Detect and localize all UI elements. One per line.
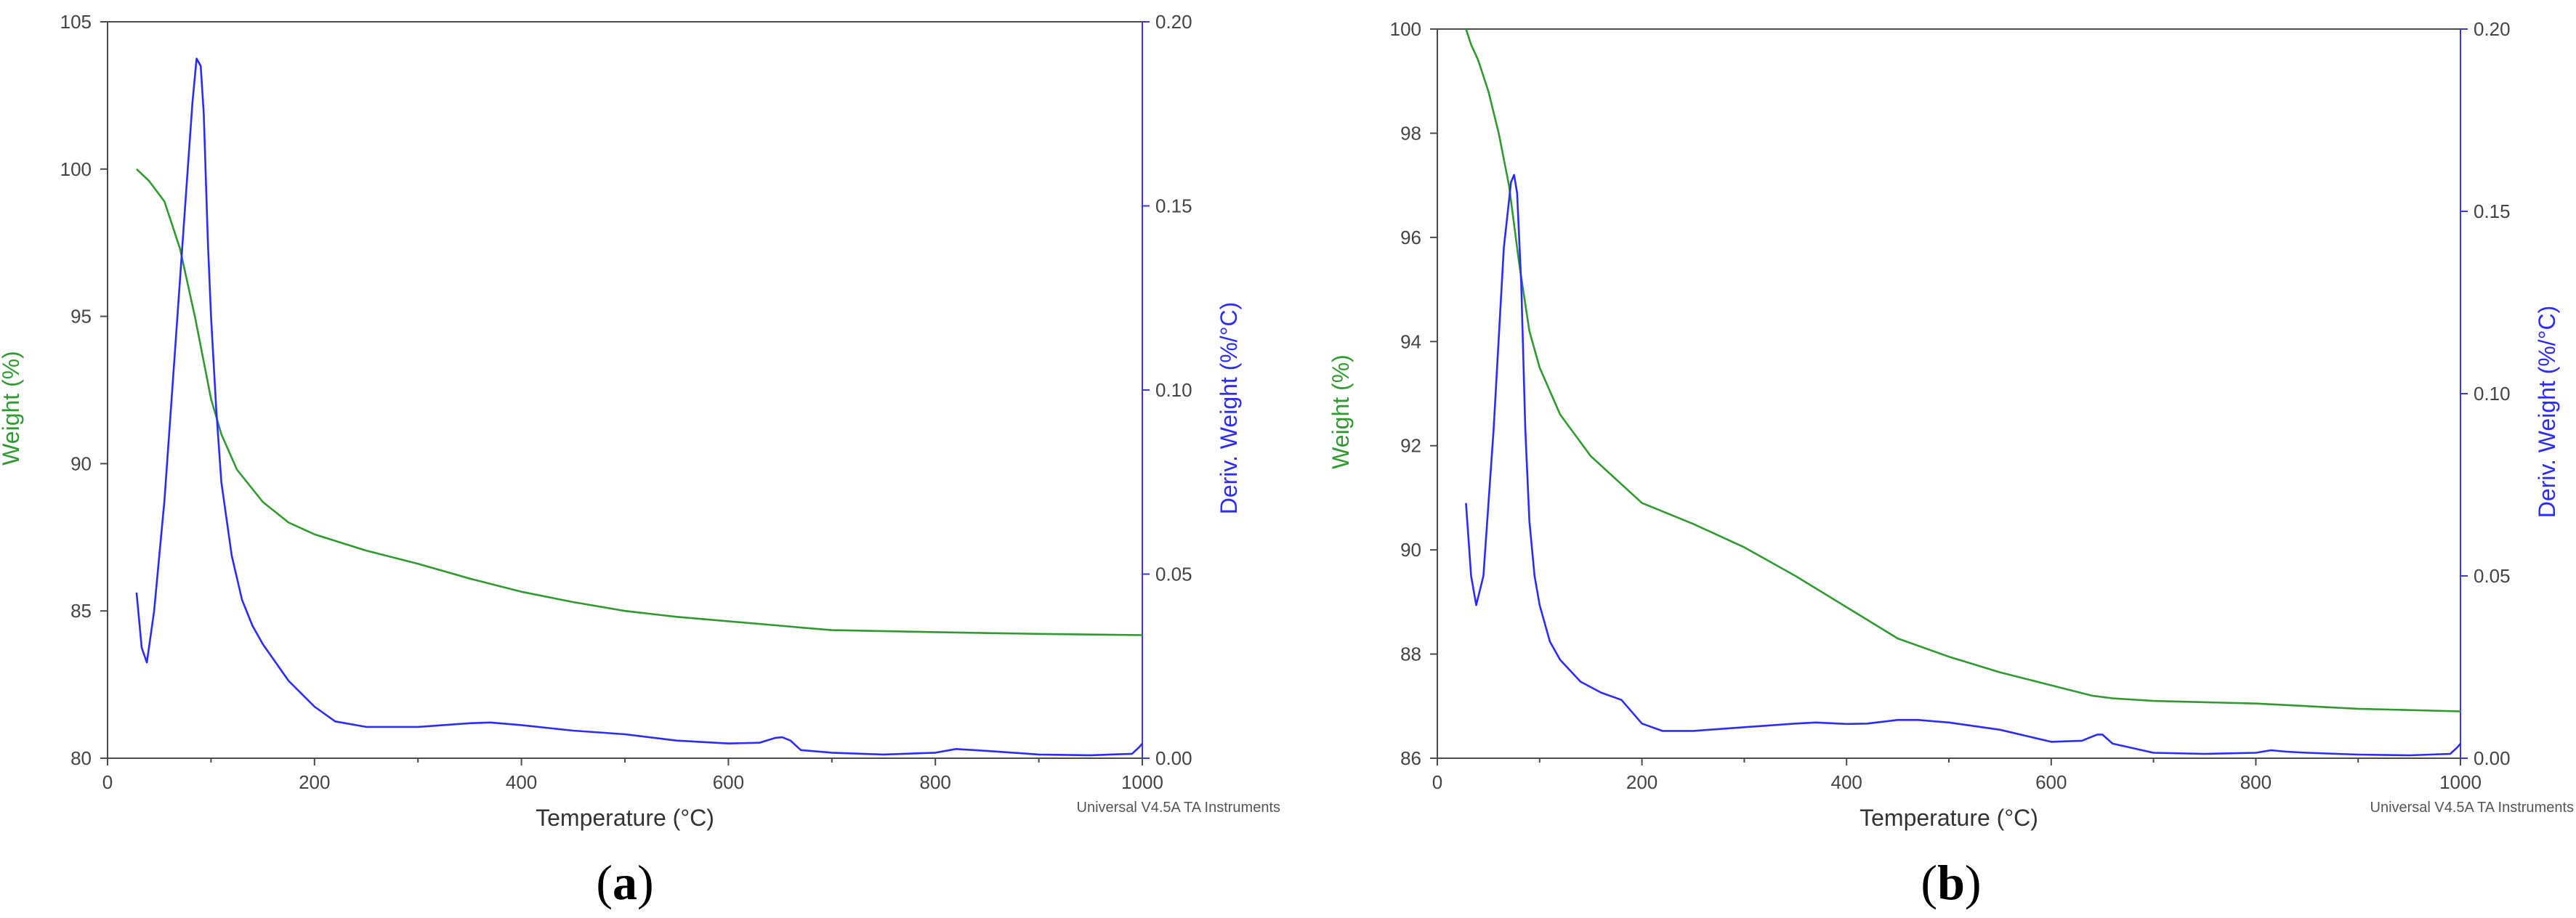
right-y-tick-label: 0.20 [2474,18,2511,40]
right-y-tick-label: 0.10 [1155,379,1192,401]
x-tick-label: 800 [2240,771,2272,793]
weight-series-line [136,168,1143,636]
x-tick-label: 800 [920,771,951,793]
chart-panel-b: 0 200 400 600 800 1000 86 88 90 92 94 96 98 100 0.00 0.… [1328,18,2574,910]
right-y-tick-label: 0.15 [2474,200,2511,222]
x-tick-label: 400 [1831,771,1862,793]
left-y-tick-label: 90 [70,452,92,474]
left-y-tick-label: 96 [1400,227,1421,248]
right-y-tick-label: 0.20 [1155,11,1192,33]
left-y-tick-label: 105 [60,11,92,33]
deriv-weight-series-line [1465,174,2461,757]
instrument-footer: Universal V4.5A TA Instruments [2370,800,2575,816]
right-y-tick-label: 0.10 [2474,383,2511,405]
x-tick-label: 400 [506,771,537,793]
left-y-tick-label: 100 [60,158,92,180]
x-axis-label: Temperature (°C) [536,805,714,831]
x-axis-label: Temperature (°C) [1860,805,2038,831]
x-tick-label: 0 [1432,771,1442,793]
left-y-tick-label: 92 [1400,435,1421,457]
right-y-tick-label: 0.05 [2474,565,2511,587]
right-y-tick-label: 0.15 [1155,195,1192,217]
x-tick-label: 1000 [1121,771,1163,793]
left-y-axis-label: Weight (%) [0,351,24,466]
right-y-tick-label: 0.00 [1155,747,1192,769]
panel-label: (b) [1921,855,1981,910]
x-tick-label: 1000 [2439,771,2482,793]
left-y-tick-label: 86 [1400,747,1421,769]
left-y-tick-label: 98 [1400,122,1421,144]
instrument-footer: Universal V4.5A TA Instruments [1077,800,1281,816]
x-tick-label: 0 [102,771,113,793]
left-y-tick-label: 88 [1400,643,1421,665]
left-y-tick-label: 95 [70,306,92,328]
left-y-tick-label: 94 [1400,330,1421,352]
x-tick-label: 600 [2035,771,2067,793]
x-tick-label: 600 [713,771,744,793]
right-y-axis-label: Deriv. Weight (%/°C) [2534,306,2560,519]
right-y-tick-label: 0.05 [1155,564,1192,585]
chart-panel-a: 0 200 400 600 800 1000 80 85 90 95 100 105 0.00 0.05 0… [0,11,1280,910]
right-y-axis-label: Deriv. Weight (%/°C) [1216,302,1242,515]
weight-series-line [1465,28,2461,712]
right-y-tick-label: 0.00 [2474,747,2511,769]
left-y-tick-label: 85 [70,600,92,622]
left-y-axis-label: Weight (%) [1328,354,1354,469]
x-tick-label: 200 [299,771,330,793]
left-y-tick-label: 100 [1390,18,1421,40]
x-tick-label: 200 [1626,771,1658,793]
left-y-tick-label: 90 [1400,539,1421,561]
left-y-tick-label: 80 [70,747,92,769]
deriv-weight-series-line [135,57,1143,757]
panel-label: (a) [596,855,653,910]
